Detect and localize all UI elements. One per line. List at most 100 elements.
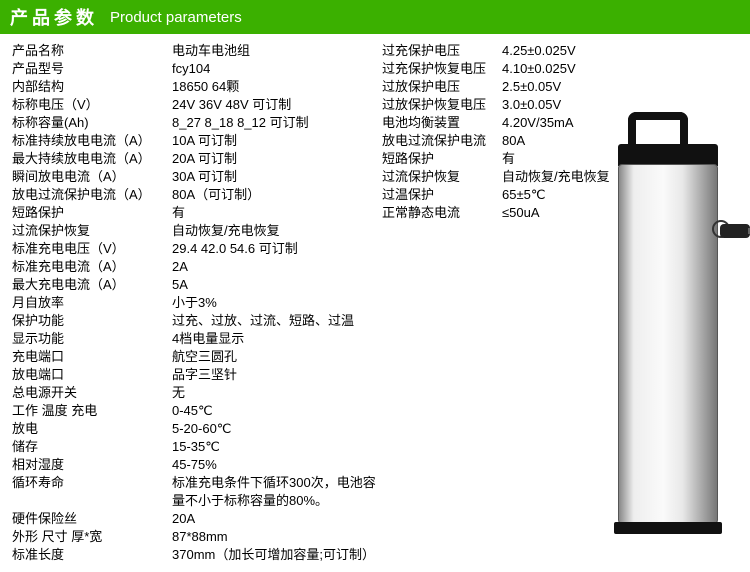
spec-row: 过放保护恢复电压3.0±0.05V [382,96,612,114]
spec-label: 过放保护恢复电压 [382,96,502,114]
spec-row: 正常静态电流≤50uA [382,204,612,222]
spec-row: 外形 尺寸 厚*宽87*88mm [12,528,382,546]
spec-label: 最大充电电流（A） [12,276,172,294]
spec-label: 放电端口 [12,366,172,384]
spec-value: 10A 可订制 [172,132,382,150]
spec-value: 5-20-60℃ [172,420,382,438]
spec-value: 30A 可订制 [172,168,382,186]
spec-label: 短路保护 [12,204,172,222]
spec-value: 4.25±0.025V [502,42,612,60]
spec-value: 45-75% [172,456,382,474]
spec-row: 过放保护电压2.5±0.05V [382,78,612,96]
spec-value: 有 [172,204,382,222]
spec-row: 标称容量(Ah)8_27 8_18 8_12 可订制 [12,114,382,132]
spec-row: 标准充电电压（V）29.4 42.0 54.6 可订制 [12,240,382,258]
spec-row: 标准持续放电电流（A）10A 可订制 [12,132,382,150]
spec-label: 短路保护 [382,150,502,168]
spec-value: 4.20V/35mA [502,114,612,132]
spec-value: 品字三坚针 [172,366,382,384]
spec-label: 过流保护恢复 [12,222,172,240]
spec-label: 月自放率 [12,294,172,312]
spec-row: 月自放率小于3% [12,294,382,312]
spec-label: 标称容量(Ah) [12,114,172,132]
spec-label: 放电过流保护电流 [382,132,502,150]
spec-value: 过充、过放、过流、短路、过温 [172,312,382,330]
spec-row: 相对湿度45-75% [12,456,382,474]
spec-row: 放电5-20-60℃ [12,420,382,438]
spec-label: 内部结构 [12,78,172,96]
spec-value: 20A [172,510,382,528]
spec-column-left: 产品名称电动车电池组产品型号fcy104内部结构18650 64颗标称电压（V）… [12,42,382,564]
header: 产品参数 Product parameters [0,0,750,34]
spec-row: 放电过流保护电流（A）80A（可订制） [12,186,382,204]
spec-value: fcy104 [172,60,382,78]
battery-base-icon [614,522,722,534]
spec-value: 4档电量显示 [172,330,382,348]
header-title-cn: 产品参数 [10,4,98,30]
spec-value: 80A [502,132,612,150]
spec-value: 87*88mm [172,528,382,546]
spec-label: 过充保护电压 [382,42,502,60]
spec-value: 15-35℃ [172,438,382,456]
spec-value: 65±5℃ [502,186,612,204]
spec-row: 过温保护65±5℃ [382,186,612,204]
spec-row: 标准长度370mm（加长可增加容量;可订制） [12,546,382,564]
spec-label: 瞬间放电电流（A） [12,168,172,186]
spec-value: 20A 可订制 [172,150,382,168]
spec-row: 过充保护电压4.25±0.025V [382,42,612,60]
spec-label: 标准充电电压（V） [12,240,172,258]
spec-row: 短路保护有 [382,150,612,168]
spec-label: 充电端口 [12,348,172,366]
spec-label: 总电源开关 [12,384,172,402]
product-image [600,104,740,534]
spec-label: 标准持续放电电流（A） [12,132,172,150]
spec-value: ≤50uA [502,204,612,222]
spec-row: 短路保护有 [12,204,382,222]
spec-row: 产品型号fcy104 [12,60,382,78]
spec-row: 最大持续放电电流（A）20A 可订制 [12,150,382,168]
spec-label: 储存 [12,438,172,456]
spec-label: 最大持续放电电流（A） [12,150,172,168]
spec-label: 标准充电电流（A） [12,258,172,276]
spec-row: 工作 温度 充电0-45℃ [12,402,382,420]
spec-value: 无 [172,384,382,402]
spec-value: 8_27 8_18 8_12 可订制 [172,114,382,132]
battery-top-icon [618,144,718,166]
spec-value: 3.0±0.05V [502,96,612,114]
spec-label: 过充保护恢复电压 [382,60,502,78]
spec-value: 自动恢复/充电恢复 [502,168,612,186]
spec-value: 2.5±0.05V [502,78,612,96]
spec-value: 航空三圆孔 [172,348,382,366]
spec-label: 标准长度 [12,546,172,564]
spec-value: 电动车电池组 [172,42,382,60]
spec-row: 硬件保险丝20A [12,510,382,528]
spec-label: 循环寿命 [12,474,172,510]
spec-row: 瞬间放电电流（A）30A 可订制 [12,168,382,186]
spec-column-right: 过充保护电压4.25±0.025V过充保护恢复电压4.10±0.025V过放保护… [382,42,612,564]
spec-value: 5A [172,276,382,294]
spec-value: 2A [172,258,382,276]
spec-row: 放电端口品字三坚针 [12,366,382,384]
spec-row: 总电源开关无 [12,384,382,402]
spec-row: 过流保护恢复自动恢复/充电恢复 [382,168,612,186]
spec-row: 过充保护恢复电压4.10±0.025V [382,60,612,78]
spec-label: 正常静态电流 [382,204,502,222]
spec-value: 标准充电条件下循环300次，电池容量不小于标称容量的80%。 [172,474,382,510]
spec-row: 最大充电电流（A）5A [12,276,382,294]
spec-value: 自动恢复/充电恢复 [172,222,382,240]
spec-label: 标称电压（V） [12,96,172,114]
spec-label: 电池均衡装置 [382,114,502,132]
spec-label: 产品名称 [12,42,172,60]
content: 产品名称电动车电池组产品型号fcy104内部结构18650 64颗标称电压（V）… [0,34,750,572]
spec-row: 标准充电电流（A）2A [12,258,382,276]
spec-label: 放电 [12,420,172,438]
spec-label: 保护功能 [12,312,172,330]
key-icon [720,224,750,238]
spec-value: 4.10±0.025V [502,60,612,78]
spec-value: 80A（可订制） [172,186,382,204]
battery-body-icon [618,164,718,524]
spec-row: 内部结构18650 64颗 [12,78,382,96]
header-title-en: Product parameters [110,9,242,26]
spec-row: 显示功能4档电量显示 [12,330,382,348]
spec-value: 有 [502,150,612,168]
